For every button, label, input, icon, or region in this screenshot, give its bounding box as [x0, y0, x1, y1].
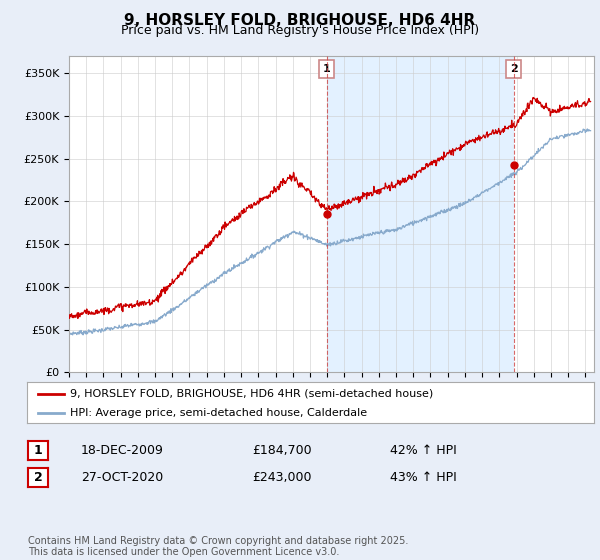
- Text: 9, HORSLEY FOLD, BRIGHOUSE, HD6 4HR (semi-detached house): 9, HORSLEY FOLD, BRIGHOUSE, HD6 4HR (sem…: [70, 389, 433, 399]
- Text: 43% ↑ HPI: 43% ↑ HPI: [390, 470, 457, 484]
- Text: 27-OCT-2020: 27-OCT-2020: [81, 470, 163, 484]
- Bar: [326, 56, 514, 372]
- Text: 1: 1: [34, 444, 43, 458]
- Text: 18-DEC-2009: 18-DEC-2009: [81, 444, 164, 458]
- Text: £184,700: £184,700: [252, 444, 311, 458]
- Text: Price paid vs. HM Land Registry's House Price Index (HPI): Price paid vs. HM Land Registry's House …: [121, 24, 479, 38]
- Text: £243,000: £243,000: [252, 470, 311, 484]
- Text: HPI: Average price, semi-detached house, Calderdale: HPI: Average price, semi-detached house,…: [70, 408, 367, 418]
- Text: 1: 1: [323, 64, 331, 74]
- Text: 42% ↑ HPI: 42% ↑ HPI: [390, 444, 457, 458]
- Text: Contains HM Land Registry data © Crown copyright and database right 2025.
This d: Contains HM Land Registry data © Crown c…: [28, 535, 409, 557]
- Text: 9, HORSLEY FOLD, BRIGHOUSE, HD6 4HR: 9, HORSLEY FOLD, BRIGHOUSE, HD6 4HR: [124, 13, 476, 28]
- Text: 2: 2: [510, 64, 517, 74]
- Text: 2: 2: [34, 470, 43, 484]
